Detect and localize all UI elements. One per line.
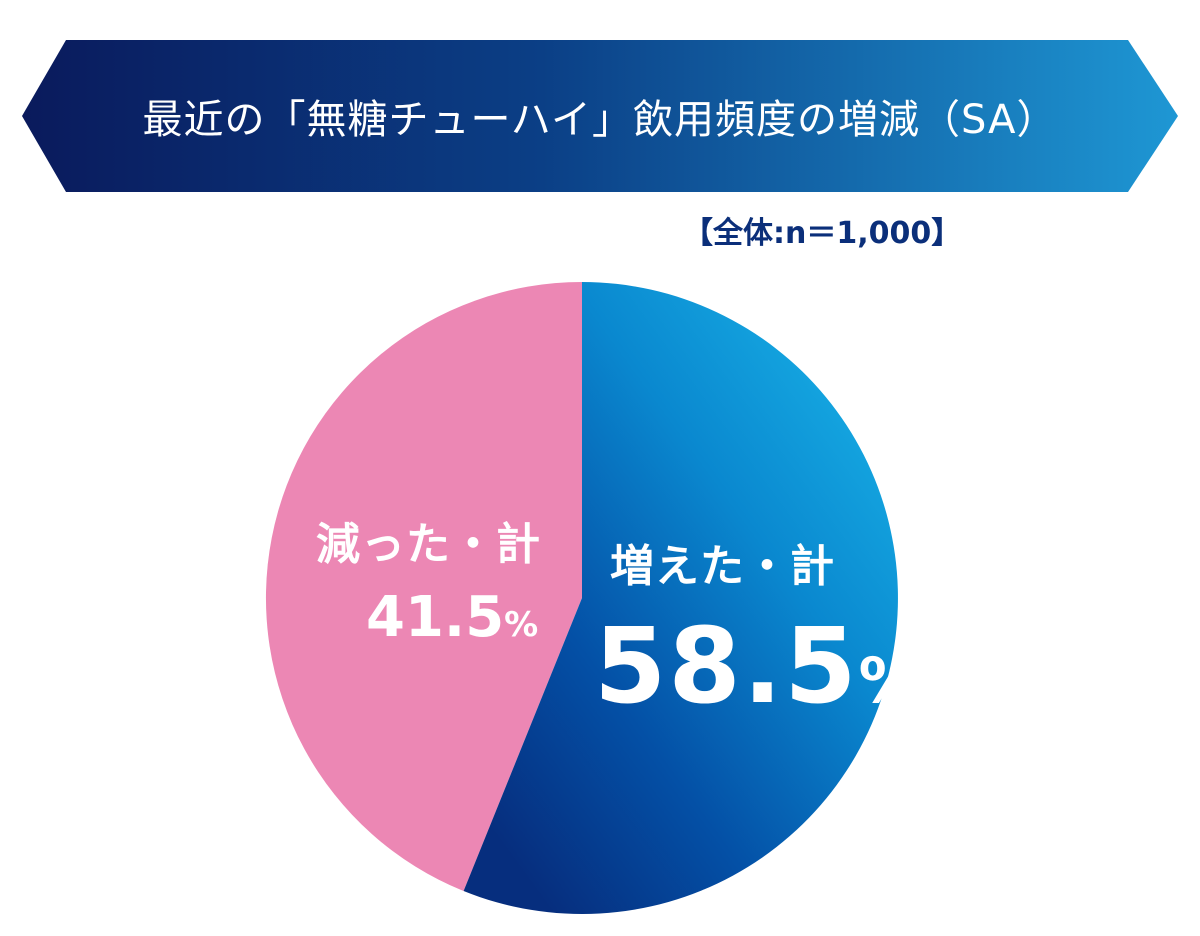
slice-decreased xyxy=(265,282,582,891)
title-banner: 最近の「無糖チューハイ」飲用頻度の増減（SA） xyxy=(22,40,1178,192)
decreased-unit: % xyxy=(504,605,539,645)
increased-value: 58.5% xyxy=(594,605,923,727)
decreased-value: 41.5% xyxy=(366,585,538,650)
banner-arrow-shape xyxy=(22,40,1178,192)
increased-number: 58.5 xyxy=(594,605,859,727)
increased-label: 増えた・計 xyxy=(610,541,835,592)
sample-size-note: 【全体:n＝1,000】 xyxy=(683,216,962,251)
decreased-number: 41.5 xyxy=(366,585,505,650)
slice-increased xyxy=(463,282,898,914)
decreased-label: 減った・計 xyxy=(316,519,541,570)
chart-title: 最近の「無糖チューハイ」飲用頻度の増減（SA） xyxy=(142,97,1058,143)
increased-unit: % xyxy=(858,644,923,717)
